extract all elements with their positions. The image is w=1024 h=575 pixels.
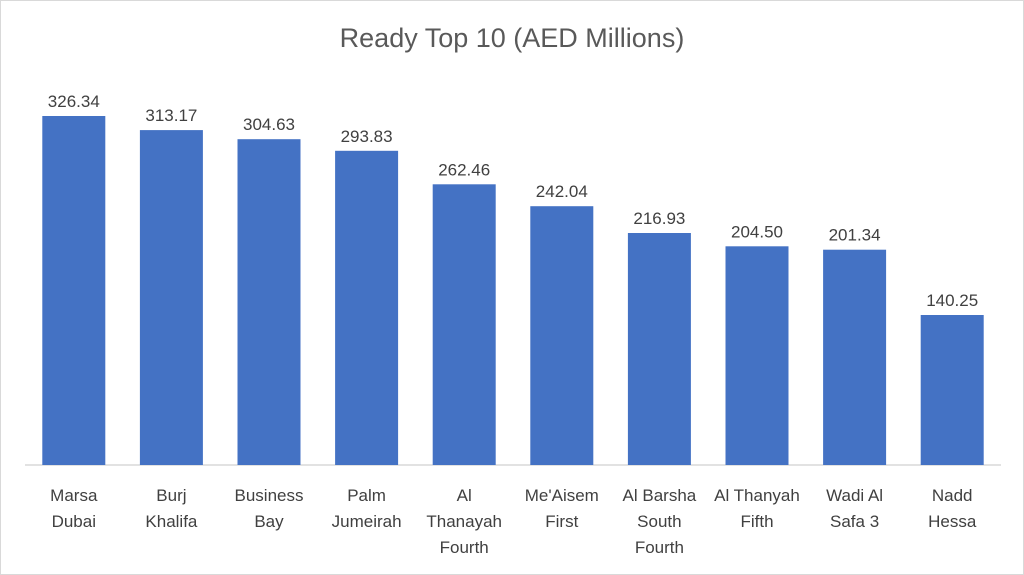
x-tick-label: Fifth bbox=[740, 512, 773, 531]
bar bbox=[823, 249, 887, 465]
bar bbox=[42, 116, 106, 465]
x-tick-label: Marsa bbox=[50, 486, 98, 505]
data-label: 304.63 bbox=[243, 115, 295, 134]
bar bbox=[627, 233, 691, 465]
x-tick-label: Thanayah bbox=[426, 512, 502, 531]
x-tick-label: Me'Aisem bbox=[525, 486, 599, 505]
x-tick-label: Jumeirah bbox=[332, 512, 402, 531]
x-tick-label: Burj bbox=[156, 486, 186, 505]
data-label: 326.34 bbox=[48, 92, 100, 111]
x-tick-label: Fourth bbox=[635, 538, 684, 557]
x-tick-label: Al Barsha bbox=[623, 486, 697, 505]
x-tick-label: Business bbox=[235, 486, 304, 505]
x-tick-label: Hessa bbox=[928, 512, 977, 531]
bar bbox=[237, 139, 301, 465]
bar bbox=[139, 130, 203, 465]
data-label: 262.46 bbox=[438, 160, 490, 179]
data-label: 201.34 bbox=[829, 226, 881, 245]
x-tick-label: Dubai bbox=[52, 512, 96, 531]
x-tick-label: Safa 3 bbox=[830, 512, 879, 531]
bar bbox=[920, 315, 984, 465]
chart-title: Ready Top 10 (AED Millions) bbox=[339, 23, 685, 53]
x-tick-label: Al bbox=[457, 486, 472, 505]
x-tick-label: Wadi Al bbox=[826, 486, 883, 505]
x-tick-label: Fourth bbox=[440, 538, 489, 557]
bar bbox=[725, 246, 789, 465]
data-label: 242.04 bbox=[536, 182, 588, 201]
x-tick-label: Nadd bbox=[932, 486, 973, 505]
x-tick-label: Al Thanyah bbox=[714, 486, 800, 505]
x-tick-label: Bay bbox=[254, 512, 284, 531]
x-tick-label: South bbox=[637, 512, 681, 531]
data-label: 204.50 bbox=[731, 222, 783, 241]
bar bbox=[530, 206, 594, 465]
data-label: 140.25 bbox=[926, 291, 978, 310]
bar bbox=[335, 150, 399, 466]
data-label: 313.17 bbox=[145, 106, 197, 125]
x-tick-label: Khalifa bbox=[145, 512, 198, 531]
data-label: 216.93 bbox=[633, 209, 685, 228]
bar bbox=[432, 184, 496, 466]
data-label: 293.83 bbox=[341, 127, 393, 146]
x-tick-label: Palm bbox=[347, 486, 386, 505]
x-tick-label: First bbox=[545, 512, 578, 531]
